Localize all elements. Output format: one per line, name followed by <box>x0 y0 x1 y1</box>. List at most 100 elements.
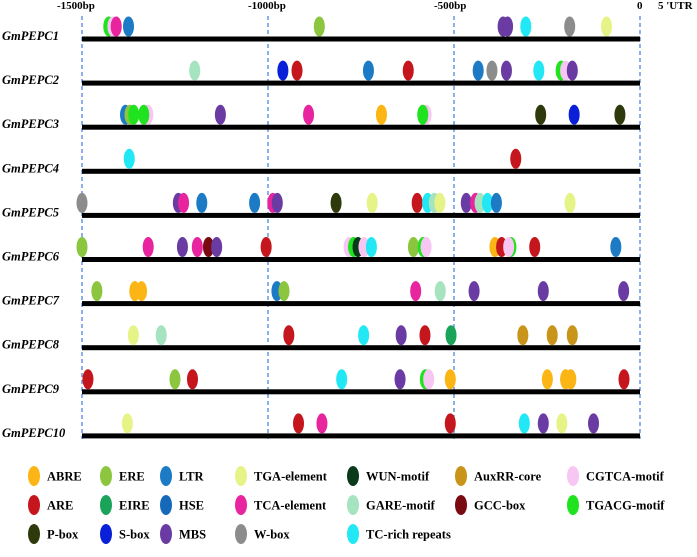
legend-item: GCC-box <box>455 495 526 515</box>
cis-element-marker <box>214 104 226 125</box>
legend-item: TCA-element <box>235 495 327 515</box>
gene-row: GmPEPC3 <box>2 104 640 131</box>
gene-row: GmPEPC2 <box>2 60 640 87</box>
legend-swatch-icon <box>160 524 172 544</box>
cis-element-marker <box>123 148 135 169</box>
legend-item: CGTCA-motif <box>567 466 665 486</box>
cis-element-marker <box>260 237 272 257</box>
promoter-line <box>82 257 640 262</box>
cis-element-marker <box>186 369 198 390</box>
cis-element-marker <box>486 60 498 81</box>
cis-element-marker <box>291 60 303 81</box>
gene-label: GmPEPC4 <box>2 161 59 175</box>
cis-element-marker <box>537 413 549 434</box>
cis-element-marker <box>434 281 446 302</box>
gene-label: GmPEPC6 <box>2 250 60 264</box>
cis-element-marker <box>568 104 580 125</box>
legend-swatch-icon <box>455 495 467 515</box>
cis-element-marker <box>316 413 328 434</box>
cis-element-marker <box>419 325 431 346</box>
axis-tick-label: -1000bp <box>248 0 286 12</box>
legend-item: GARE-motif <box>347 495 436 515</box>
cis-element-marker <box>556 413 568 434</box>
cis-element-marker <box>445 325 457 346</box>
cis-element-marker <box>502 16 514 37</box>
promoter-line <box>82 36 640 42</box>
gene-label: GmPEPC2 <box>2 73 59 87</box>
cis-element-marker <box>420 237 432 257</box>
legend-label: CGTCA-motif <box>586 470 665 484</box>
legend-item: TGACG-motif <box>567 495 665 515</box>
legend-label: AuxRR-core <box>474 470 542 484</box>
legend-item: ERE <box>100 466 145 486</box>
cis-element-marker <box>614 104 626 125</box>
cis-element-marker <box>202 237 214 257</box>
legend-swatch-icon <box>100 466 112 486</box>
cis-element-marker <box>510 148 522 169</box>
legend: ABRE ERE LTR TGA-element WUN-motif AuxRR-core… <box>28 466 665 544</box>
cis-element-marker <box>293 413 305 434</box>
cis-element-marker <box>535 104 547 125</box>
gene-row: GmPEPC10 <box>2 413 640 440</box>
cis-element-marker <box>565 369 577 390</box>
cis-element-marker <box>410 281 422 302</box>
cis-element-marker <box>155 325 167 346</box>
cis-element-marker <box>618 281 630 302</box>
dashed-guides <box>81 16 641 439</box>
cis-element-marker <box>211 237 223 257</box>
legend-item: TC-rich repeats <box>347 524 451 544</box>
cis-element-marker <box>271 192 283 213</box>
legend-label: TGACG-motif <box>586 499 665 513</box>
legend-item: ARE <box>28 495 73 515</box>
legend-item: WUN-motif <box>347 466 430 486</box>
cis-element-marker <box>283 325 295 346</box>
cis-element-marker <box>330 192 342 213</box>
legend-swatch-icon <box>455 466 467 486</box>
cis-element-marker <box>503 237 515 257</box>
cis-element-marker <box>529 237 541 257</box>
gene-label: GmPEPC9 <box>2 382 60 396</box>
promoter-line <box>82 80 640 86</box>
legend-label: ERE <box>119 470 145 484</box>
cis-element-marker <box>564 192 576 213</box>
promoter-line <box>82 168 640 174</box>
cis-element-marker <box>423 369 435 390</box>
cis-element-marker <box>533 60 545 81</box>
cis-element-marker <box>313 16 325 37</box>
cis-element-marker <box>123 16 134 37</box>
gene-label: GmPEPC1 <box>2 29 59 43</box>
gene-label: GmPEPC5 <box>2 205 59 219</box>
cis-element-marker <box>121 413 133 434</box>
legend-item: ABRE <box>28 466 82 486</box>
cis-element-marker <box>434 192 446 213</box>
legend-swatch-icon <box>100 495 112 515</box>
legend-label: LTR <box>179 470 205 484</box>
cis-element-marker <box>566 60 578 81</box>
cis-element-marker <box>278 281 290 302</box>
gene-row: GmPEPC1 <box>2 16 640 43</box>
legend-swatch-icon <box>160 495 172 515</box>
cis-element-marker <box>336 369 348 390</box>
legend-item: HSE <box>160 495 204 515</box>
legend-item: TGA-element <box>235 466 328 486</box>
cis-element-marker <box>618 369 630 390</box>
cis-element-marker <box>517 325 529 346</box>
cis-element-marker <box>362 60 374 81</box>
legend-swatch-icon <box>28 495 40 515</box>
axis-tick-label: -1500bp <box>57 0 95 12</box>
cis-element-marker <box>468 281 480 302</box>
cis-element-marker <box>142 237 154 257</box>
cis-element-marker <box>601 16 613 37</box>
gene-row: GmPEPC5 <box>2 192 640 219</box>
promoter-line <box>82 212 640 218</box>
cis-element-marker <box>411 192 423 213</box>
gene-row: GmPEPC8 <box>2 325 640 352</box>
cis-element-marker <box>189 60 201 81</box>
cis-element-marker <box>518 413 530 434</box>
gene-tracks: GmPEPC1 GmPEPC2 GmPEPC3 GmPEPC4 GmPEPC5 GmPEP… <box>2 16 640 440</box>
cis-element-marker <box>178 192 190 213</box>
legend-label: TCA-element <box>254 499 327 513</box>
gene-label: GmPEPC3 <box>2 117 59 131</box>
cis-element-marker <box>417 104 429 125</box>
